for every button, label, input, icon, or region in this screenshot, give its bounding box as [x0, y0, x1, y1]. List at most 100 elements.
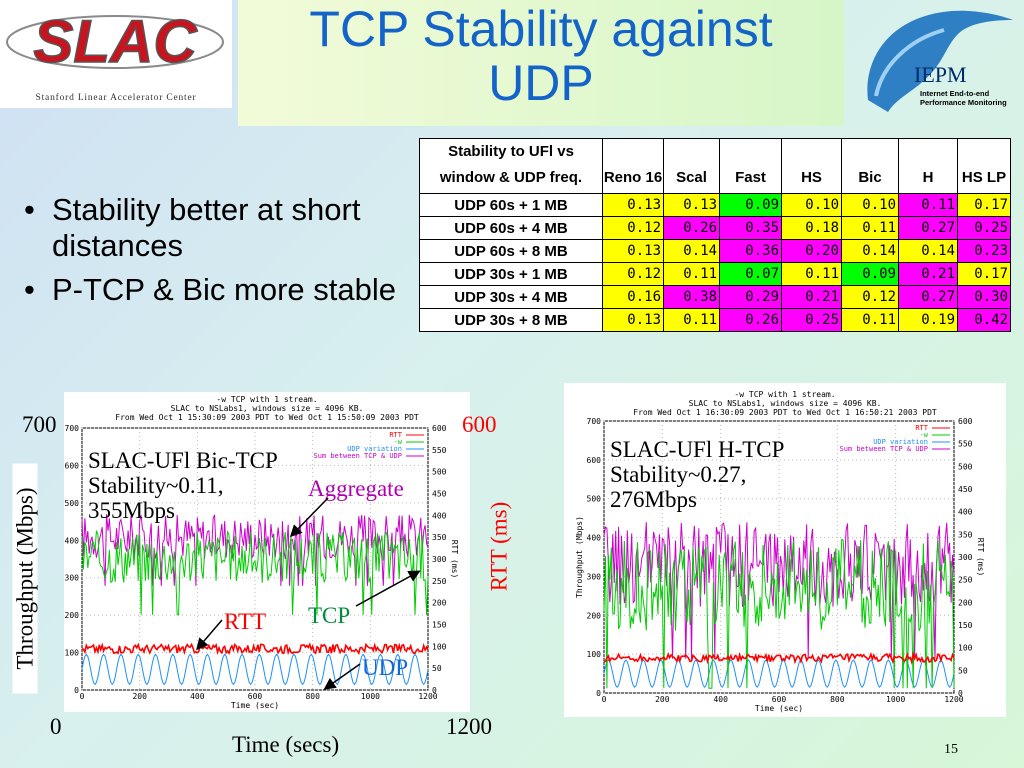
table-cell: 0.17: [957, 193, 1011, 217]
x-axis-title: Time (sec): [231, 701, 279, 710]
table-cell: 0.36: [719, 239, 782, 263]
table-cell: 0.26: [663, 216, 720, 240]
slac-logo-text: SLAC: [33, 8, 198, 75]
dolphin-icon: [867, 10, 1013, 112]
y-tick-label: 200: [587, 611, 602, 620]
table-row-label: UDP 60s + 1 MB: [419, 193, 603, 217]
y2-tick-label: 0: [958, 689, 963, 698]
table-cell: 0.30: [957, 285, 1011, 309]
y-tick-label: 500: [65, 499, 80, 508]
legend-label: RTT: [389, 431, 402, 439]
plot1-header-2: SLAC to NSLabs1, windows size = 4096 KB.: [171, 404, 364, 413]
legend-label: RTT: [915, 424, 928, 432]
outer-y-max-label: 700: [22, 412, 57, 437]
slide-title-line-2: UDP: [488, 55, 594, 111]
plot1-overlay-text: SLAC-UFl Bic-TCP Stability~0.11, 355Mbps: [88, 448, 278, 523]
table-header-fast: Fast: [719, 138, 782, 194]
y-axis-title: Throughput (Mbps): [575, 516, 584, 598]
plot-h-tcp-svg: -w TCP with 1 stream. SLAC to NSLabs1, w…: [575, 390, 985, 713]
y2-tick-label: 350: [432, 533, 447, 542]
table-cell: 0.13: [602, 308, 664, 332]
y2-tick-label: 200: [432, 599, 447, 608]
y-tick-label: 0: [74, 686, 79, 695]
slac-logo: SLAC Stanford Linear Accelerator Center: [0, 0, 232, 108]
table-header-scal: Scal: [663, 138, 720, 194]
y-tick-label: 300: [65, 574, 80, 583]
bullet-text: P-TCP & Bic more stable: [52, 272, 396, 307]
y2-tick-label: 250: [958, 576, 973, 585]
y2-tick-label: 450: [432, 490, 447, 499]
plot-h-tcp: -w TCP with 1 stream. SLAC to NSLabs1, w…: [564, 383, 1006, 717]
legend-label: Sum between TCP & UDP: [313, 452, 402, 460]
table-cell: 0.11: [841, 308, 899, 332]
table-row-label: UDP 30s + 1 MB: [419, 262, 603, 286]
y2-tick-label: 300: [958, 553, 973, 562]
table-header-h: H: [898, 138, 958, 194]
table-body: UDP 60s + 1 MB 0.13 0.13 0.09 0.10 0.10 0.11 0.…: [419, 193, 1011, 332]
title-background: [238, 0, 844, 126]
table-cell: 0.12: [602, 216, 664, 240]
table-cell: 0.13: [602, 239, 664, 263]
y-tick-label: 400: [65, 536, 80, 545]
slide-title-line-1: TCP Stability against: [309, 1, 773, 57]
table-cell: 0.21: [898, 262, 958, 286]
table-cell: 0.09: [719, 193, 782, 217]
bullet-list: • Stability better at short distances • P-…: [18, 192, 398, 316]
table-cell: 0.42: [957, 308, 1011, 332]
table-cell: 0.18: [781, 216, 842, 240]
y-tick-label: 400: [587, 534, 602, 543]
iepm-logo-graphic: IEPM Internet End-to-end Performance Mon…: [867, 10, 1013, 112]
table-cell: 0.19: [898, 308, 958, 332]
table-cell: 0.38: [663, 285, 720, 309]
stability-table: Stability to UFl vs window & UDP freq. R…: [419, 138, 1011, 332]
series-line: [603, 522, 955, 659]
iepm-logo-subtitle-1: Internet End-to-end: [920, 89, 990, 98]
series-line: [81, 514, 429, 586]
series-line: [603, 651, 955, 666]
y-tick-label: 600: [65, 461, 80, 470]
y2-tick-label: 100: [432, 642, 447, 651]
y-tick-label: 300: [587, 572, 602, 581]
outer-y2-axis-title: RTT (ms): [486, 501, 512, 592]
table-cell: 0.10: [841, 193, 899, 217]
table-cell: 0.11: [781, 262, 842, 286]
table-row: UDP 60s + 1 MB 0.13 0.13 0.09 0.10 0.10 0.11 0.…: [419, 193, 1011, 217]
y2-tick-label: 400: [432, 511, 447, 520]
y2-tick-label: 450: [958, 485, 973, 494]
outer-x-axis-title: Time (secs): [232, 732, 340, 757]
x-tick-label: 1200: [418, 692, 437, 701]
y2-tick-label: 50: [958, 666, 968, 675]
table-cell: 0.11: [841, 216, 899, 240]
table-cell: 0.14: [898, 239, 958, 263]
y2-tick-label: 250: [432, 577, 447, 586]
plot2-header-1: -w TCP with 1 stream.: [734, 390, 835, 399]
x-tick-label: 0: [80, 692, 85, 701]
plot1-header-3: From Wed Oct 1 15:30:09 2003 PDT to Wed …: [115, 413, 419, 422]
table-cell: 0.12: [602, 262, 664, 286]
table-cell: 0.09: [841, 262, 899, 286]
table-cell: 0.29: [719, 285, 782, 309]
plot-bic-tcp-svg: -w TCP with 1 stream. SLAC to NSLabs1, w…: [65, 395, 459, 710]
plot2-header-3: From Wed Oct 1 16:30:09 2003 PDT to Wed …: [633, 408, 937, 417]
x-tick-label: 0: [602, 695, 607, 704]
y2-tick-label: 500: [432, 468, 447, 477]
table-cell: 0.14: [663, 239, 720, 263]
y2-tick-label: 150: [432, 621, 447, 630]
x-tick-label: 600: [772, 695, 787, 704]
slide-title: TCP Stability against UDP: [238, 2, 844, 110]
table-cell: 0.11: [663, 308, 720, 332]
bullet-item: • P-TCP & Bic more stable: [24, 272, 396, 307]
table-row: UDP 30s + 4 MB 0.16 0.38 0.29 0.21 0.12 0.27 0.…: [419, 285, 1011, 309]
legend-label: UDP variation: [873, 438, 928, 446]
series-line: [603, 659, 955, 689]
y2-tick-label: 600: [432, 424, 447, 433]
x-tick-label: 200: [132, 692, 147, 701]
y2-tick-label: 550: [432, 446, 447, 455]
page-number: 15: [944, 742, 958, 757]
table-row-label: UDP 60s + 8 MB: [419, 239, 603, 263]
outer-x-min-label: 0: [50, 714, 62, 739]
legend-label: Sum between TCP & UDP: [839, 445, 928, 453]
table-cell: 0.26: [719, 308, 782, 332]
y2-tick-label: 500: [958, 462, 973, 471]
plot1-header-1: -w TCP with 1 stream.: [216, 395, 317, 404]
